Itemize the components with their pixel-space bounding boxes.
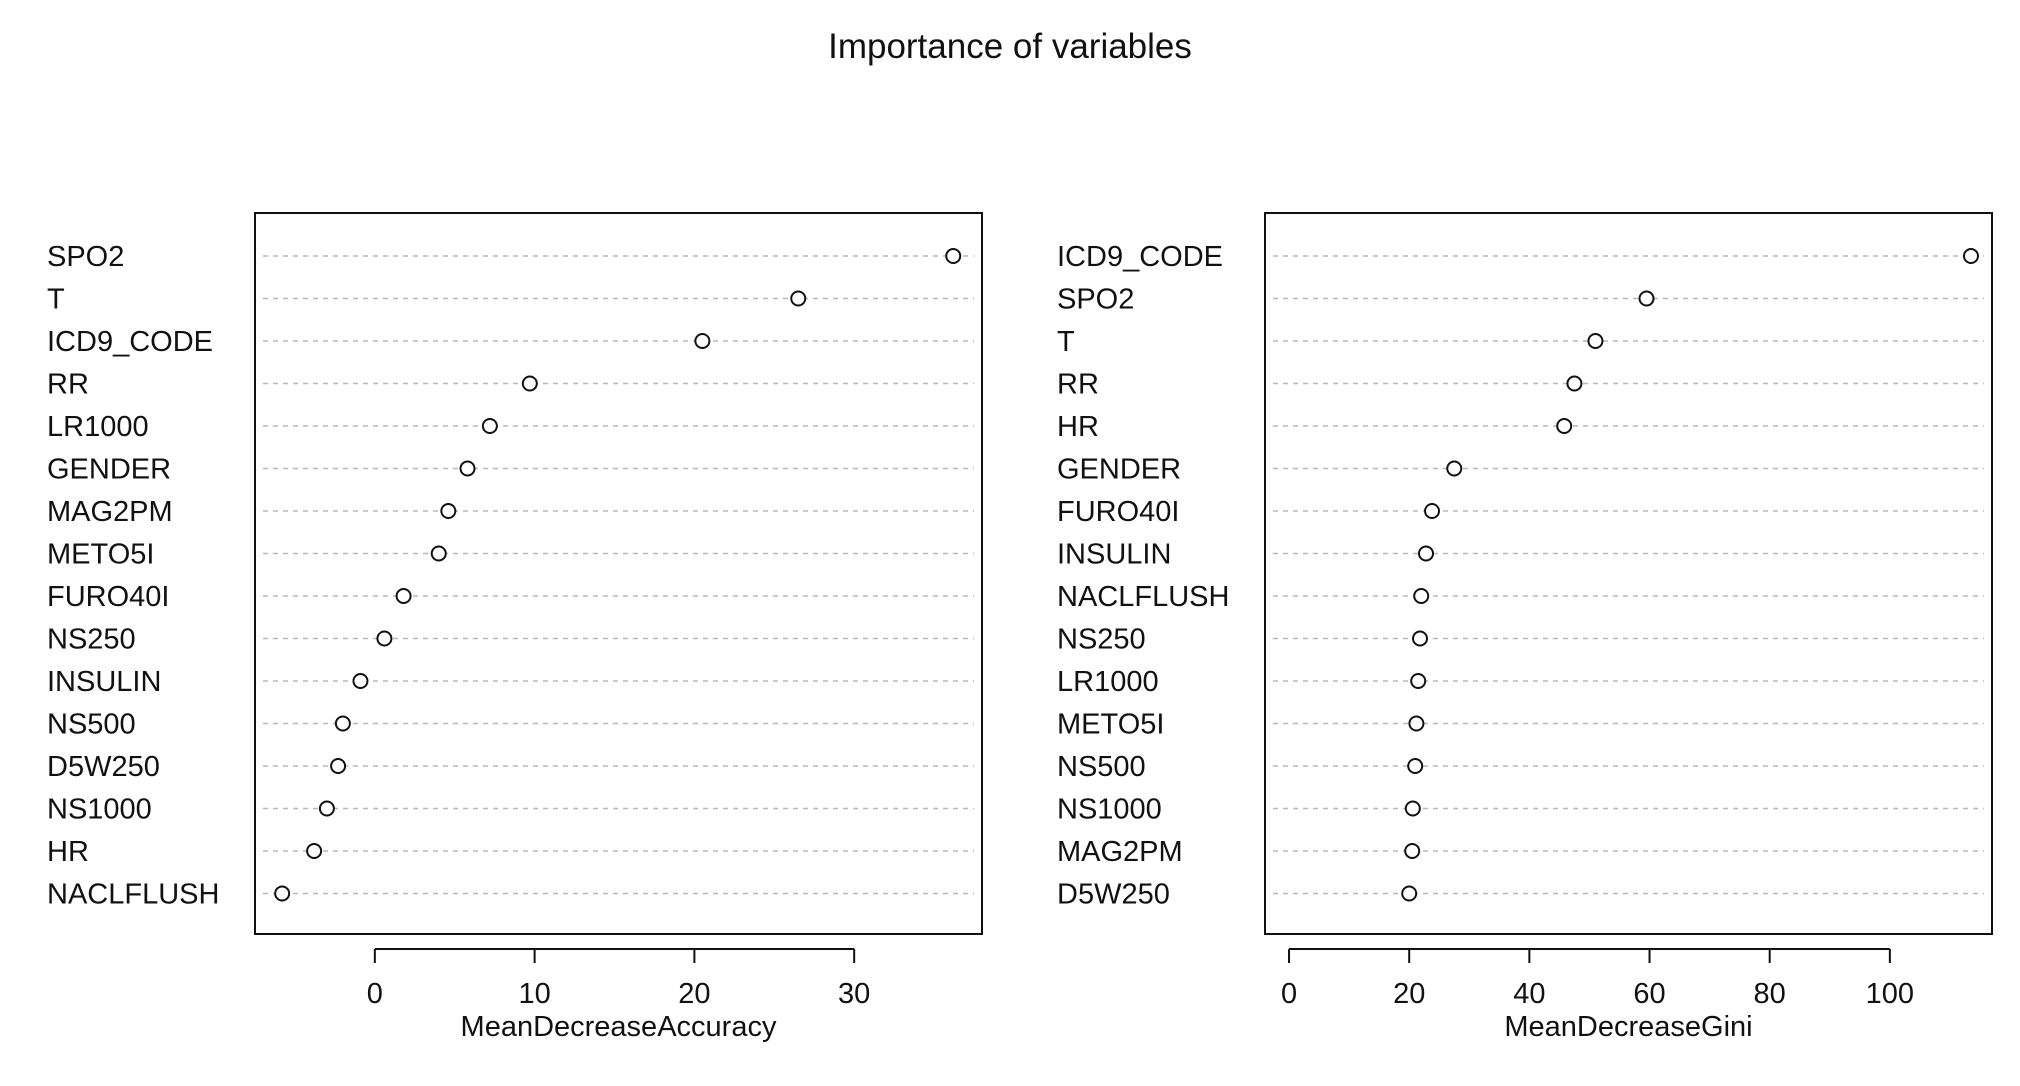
data-point [1401,885,1418,902]
category-label: ICD9_CODE [47,326,213,358]
x-tick-label: 60 [1633,978,1665,1010]
data-point [1408,715,1425,732]
data-point [1413,588,1430,604]
x-tick-label: 40 [1513,978,1545,1010]
category-label: NACLFLUSH [47,879,219,911]
category-label: NS1000 [47,794,152,826]
category-label: RR [1057,369,1099,401]
data-point [1556,418,1573,434]
data-point [395,588,412,604]
x-tick-label: 100 [1866,978,1914,1010]
x-tick-label: 0 [367,978,383,1010]
data-point [481,418,498,434]
category-label: GENDER [1057,454,1181,486]
category-label: METO5I [1057,709,1164,741]
category-label: LR1000 [1057,666,1159,698]
data-point [1418,545,1435,562]
category-label: D5W250 [47,751,160,783]
category-label: SPO2 [47,241,124,273]
category-label: MAG2PM [47,496,173,528]
category-label: NS500 [47,709,136,741]
category-label: MAG2PM [1057,836,1183,868]
data-point [790,290,807,307]
x-axis-label: MeanDecreaseAccuracy [461,1011,777,1043]
data-point [330,758,347,774]
data-point [1424,503,1441,519]
category-label: SPO2 [1057,284,1134,316]
category-label: METO5I [47,539,154,571]
data-point [334,715,351,732]
category-label: HR [1057,411,1099,443]
data-point [945,248,962,264]
data-point [440,503,457,519]
category-label: D5W250 [1057,879,1170,911]
category-label: FURO40I [47,581,169,613]
x-tick-label: 80 [1754,978,1786,1010]
category-label: ICD9_CODE [1057,241,1223,273]
data-point [430,545,447,562]
x-tick-label: 20 [1393,978,1425,1010]
panel-meandecreasegini: ICD9_CODE SPO2 T RR HR GENDER FURO40I INSULIN NA… [1057,212,1993,1043]
data-point [1404,843,1421,859]
category-label: INSULIN [47,666,161,698]
category-label: NS250 [1057,624,1146,656]
category-label: LR1000 [47,411,149,443]
category-label: T [47,284,65,316]
plot-frame [254,212,983,935]
x-tick-label: 10 [518,978,550,1010]
category-label: HR [47,836,89,868]
category-label: NS1000 [1057,794,1162,826]
data-point [1407,758,1424,774]
data-point [521,375,538,392]
data-point [306,843,323,859]
data-point [1566,375,1583,392]
category-label: NS250 [47,624,136,656]
data-point [1962,248,1979,264]
data-point [459,460,476,477]
data-point [318,800,335,817]
data-point [1638,290,1655,307]
x-axis-label: MeanDecreaseGini [1504,1011,1752,1043]
category-label: FURO40I [1057,496,1179,528]
data-point [1410,673,1427,689]
data-point [1404,800,1421,817]
category-label: T [1057,326,1075,358]
category-label: NACLFLUSH [1057,581,1229,613]
x-tick-label: 20 [678,978,710,1010]
panel-meandecreaseaccuracy: SPO2 T ICD9_CODE RR LR1000 GENDER MAG2PM METO5I… [47,212,983,1043]
category-label: NS500 [1057,751,1146,783]
data-point [274,885,291,902]
category-label: RR [47,369,89,401]
category-label: INSULIN [1057,539,1171,571]
data-point [352,673,369,689]
data-point [1587,333,1604,349]
plot-frame [1264,212,1993,935]
data-point [376,630,393,647]
data-point [1446,460,1463,477]
data-point [1412,630,1429,647]
x-tick-label: 0 [1281,978,1297,1010]
data-point [694,333,711,349]
x-tick-label: 30 [838,978,870,1010]
figure-title: Importance of variables [828,27,1192,66]
category-label: GENDER [47,454,171,486]
